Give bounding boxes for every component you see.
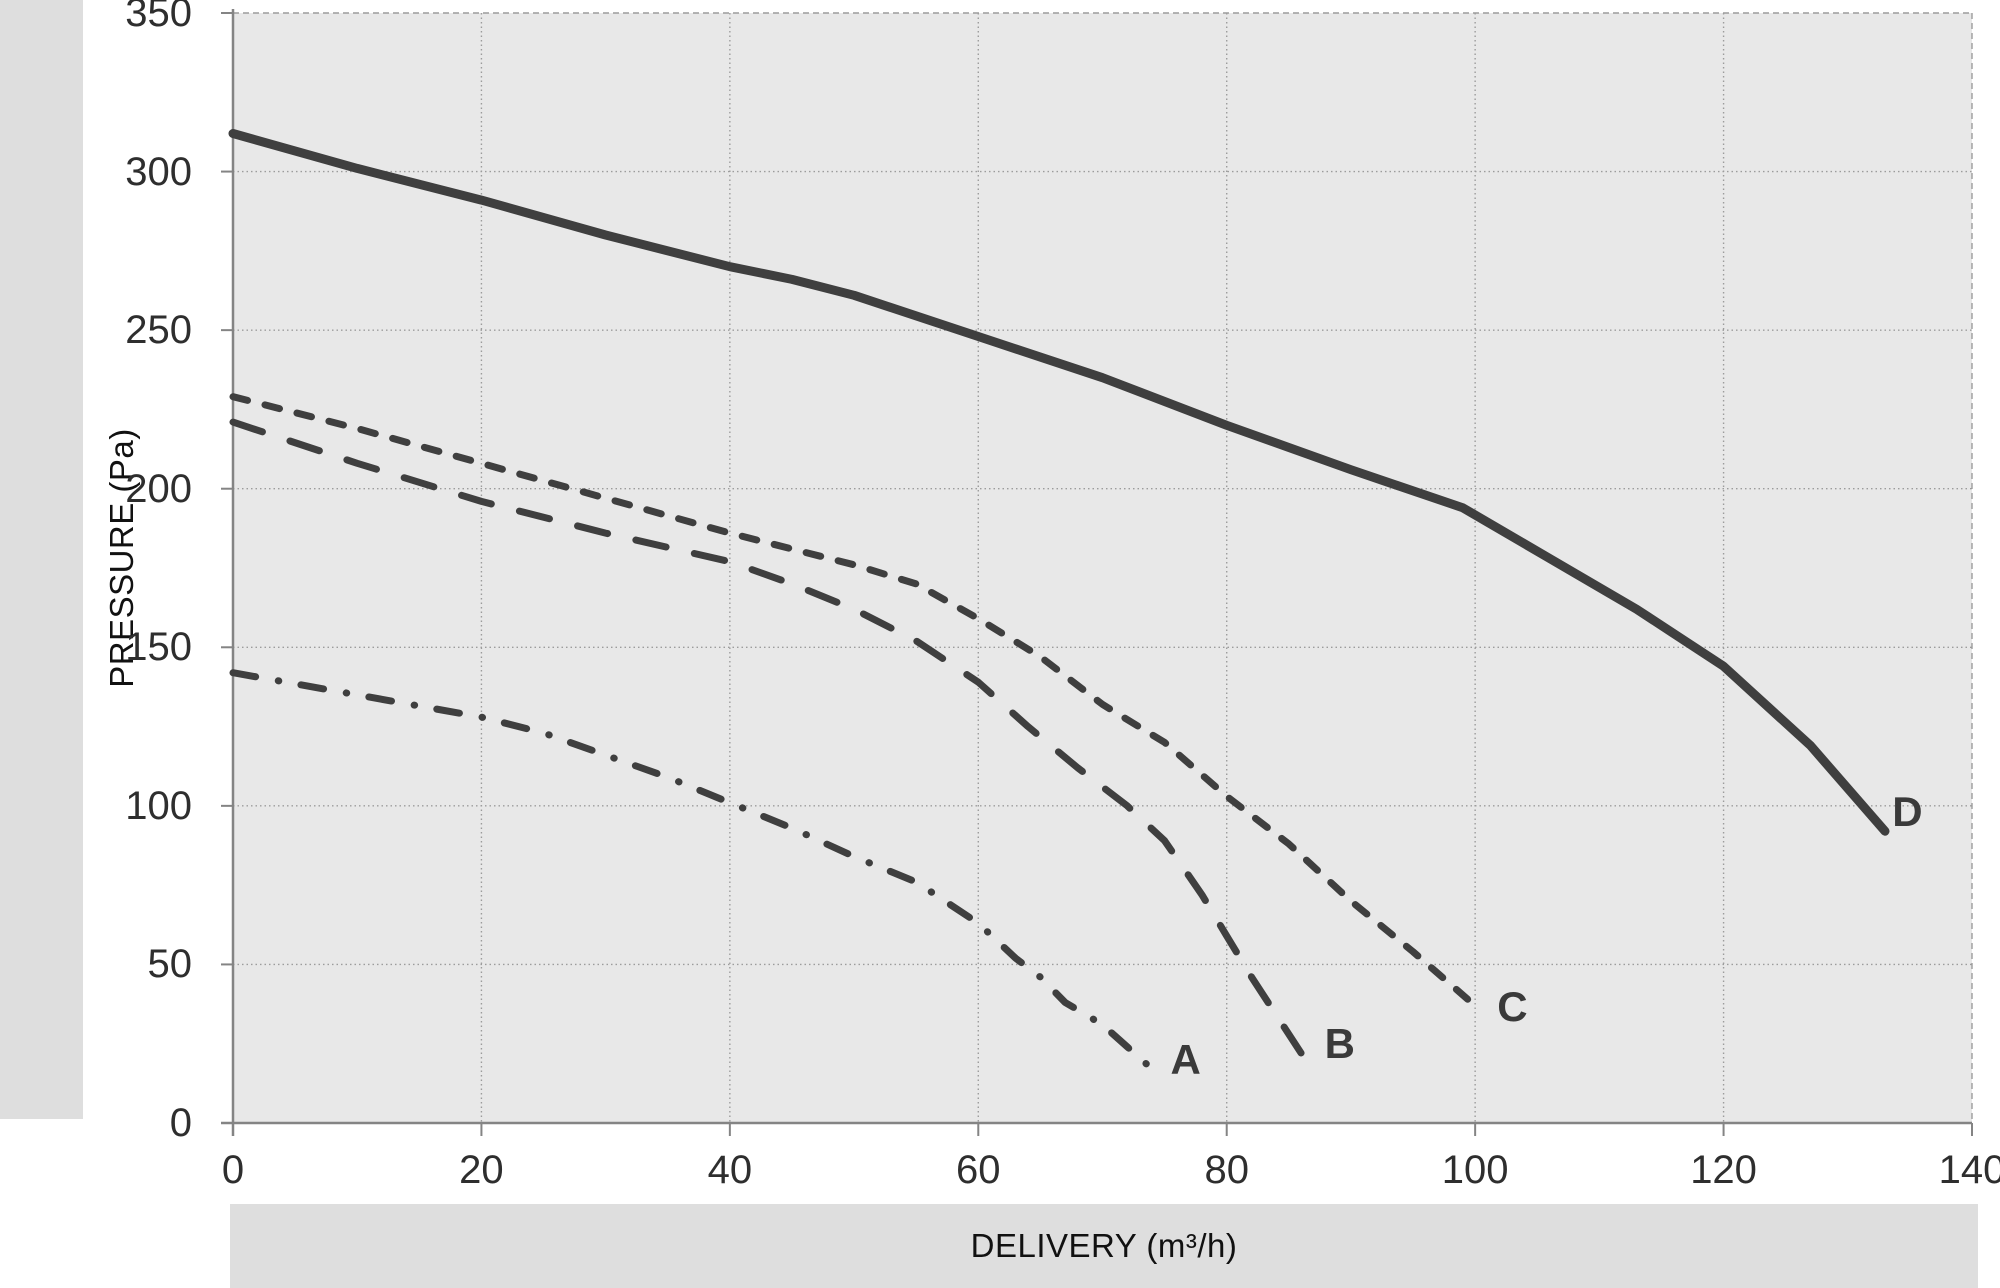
y-tick-label-100: 100 — [125, 783, 192, 828]
curve-label-A: A — [1170, 1035, 1201, 1083]
x-tick-label-40: 40 — [707, 1148, 753, 1192]
y-tick-label-250: 250 — [125, 308, 192, 353]
delivery-axis-band: DELIVERY (m³/h) — [230, 1204, 1978, 1288]
y-tick-label-150: 150 — [125, 625, 192, 670]
pressure-axis-band — [0, 0, 83, 1119]
curve-label-C: C — [1497, 983, 1528, 1031]
x-tick-label-80: 80 — [1204, 1148, 1249, 1192]
x-tick-label-140: 140 — [1938, 1148, 2000, 1192]
x-tick-label-60: 60 — [956, 1148, 1001, 1192]
curve-C — [229, 393, 1479, 1010]
x-tick-label-0: 0 — [221, 1148, 245, 1192]
curve-A — [229, 669, 1156, 1073]
curve-B — [229, 418, 1305, 1057]
y-tick-label-350: 350 — [125, 0, 192, 35]
x-tick-label-100: 100 — [1441, 1148, 1509, 1192]
plot-area-background — [233, 13, 1972, 1123]
x-axis-title: DELIVERY (m³/h) — [970, 1227, 1238, 1264]
x-tick-label-20: 20 — [459, 1148, 504, 1192]
curve-D — [228, 129, 1890, 836]
y-tick-label-0: 0 — [169, 1101, 192, 1145]
y-tick-label-200: 200 — [125, 466, 192, 511]
y-tick-label-300: 300 — [125, 149, 192, 194]
curve-label-D: D — [1892, 788, 1923, 836]
curve-label-B: B — [1324, 1019, 1355, 1067]
x-tick-label-120: 120 — [1690, 1148, 1757, 1192]
y-tick-label-50: 50 — [147, 942, 193, 987]
